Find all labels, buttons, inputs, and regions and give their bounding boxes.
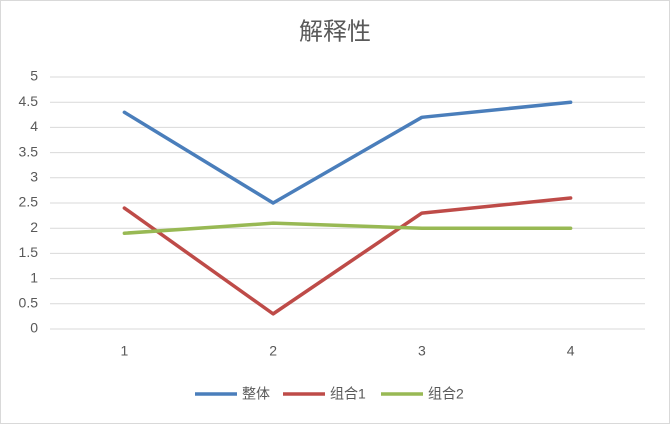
y-tick-label: 2 xyxy=(30,219,38,235)
y-tick-label: 0.5 xyxy=(19,295,39,311)
chart-title: 解释性 xyxy=(299,18,371,45)
y-tick-label: 3 xyxy=(30,169,38,185)
y-tick-label: 5 xyxy=(30,68,38,84)
x-tick-label: 4 xyxy=(567,343,575,359)
line xyxy=(122,100,573,205)
y-tick-label: 4 xyxy=(30,118,38,134)
y-tick-label: 3.5 xyxy=(19,143,39,159)
y-tick-label: 4.5 xyxy=(19,93,39,109)
y-tick-label: 1.5 xyxy=(19,244,39,260)
x-tick-label: 2 xyxy=(269,343,277,359)
line xyxy=(122,221,573,235)
y-tick-label: 2.5 xyxy=(19,194,39,210)
x-tick-label: 3 xyxy=(418,343,426,359)
legend-label: 整体 xyxy=(242,386,270,402)
y-tick-label: 0 xyxy=(30,320,38,336)
legend-label: 组合2 xyxy=(428,386,464,402)
legend-label: 组合1 xyxy=(330,386,366,402)
y-tick-label: 1 xyxy=(30,269,38,285)
x-tick-label: 1 xyxy=(120,343,128,359)
line xyxy=(122,196,573,316)
